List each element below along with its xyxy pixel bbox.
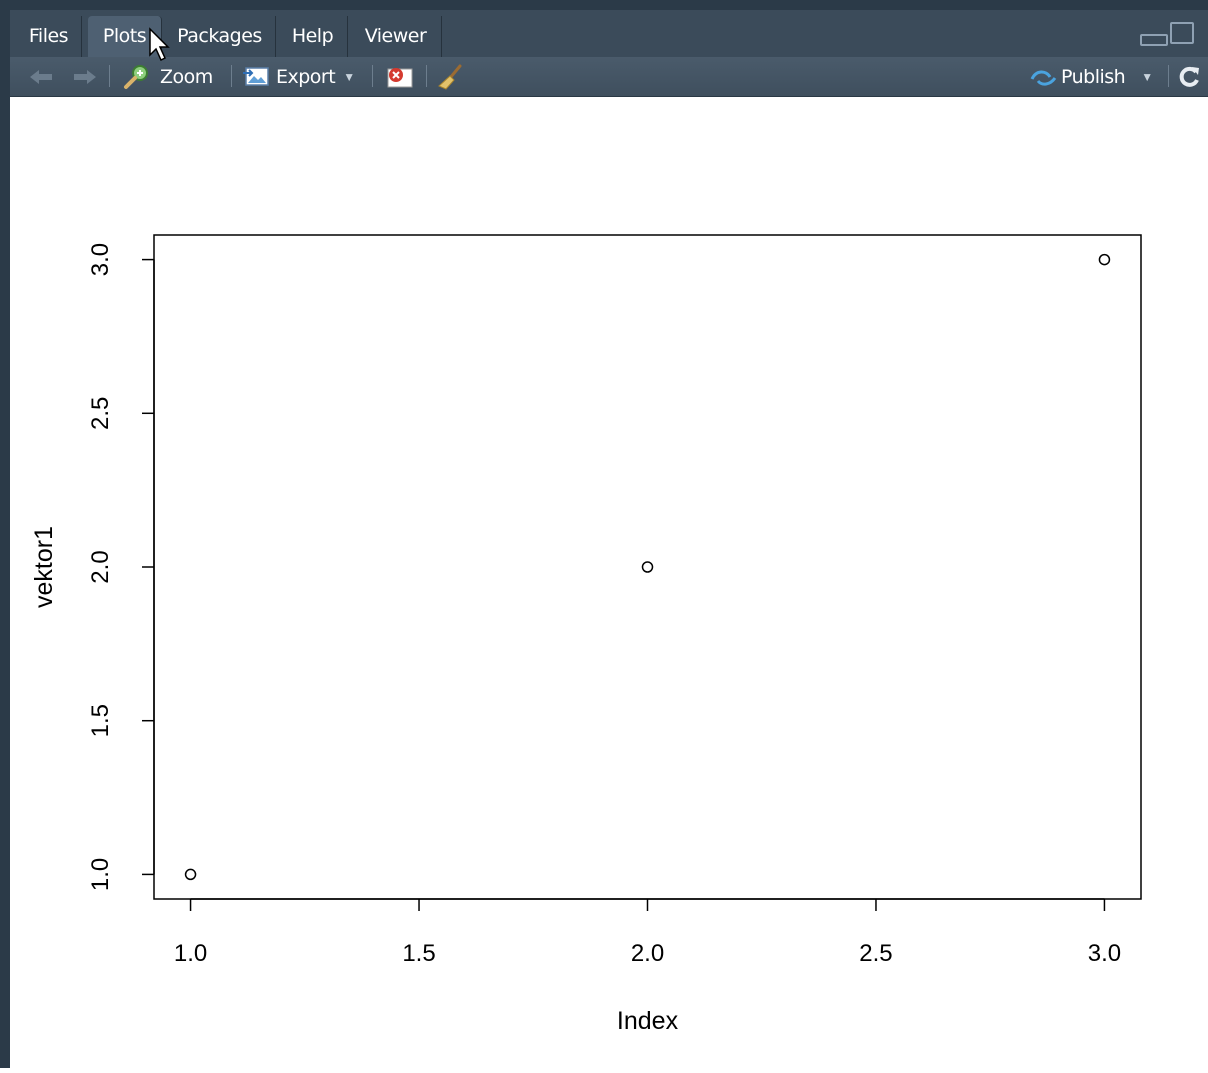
y-axis-label: vektor1 — [30, 526, 58, 608]
tab-packages-label: Packages — [177, 25, 262, 47]
pane-border — [0, 0, 10, 1068]
y-tick-label: 2.5 — [87, 397, 114, 430]
tab-files[interactable]: Files — [16, 16, 82, 57]
y-tick-label: 3.0 — [87, 243, 114, 276]
tab-viewer-label: Viewer — [364, 25, 427, 47]
x-tick-label: 3.0 — [1088, 940, 1121, 967]
mouse-cursor-icon — [149, 27, 170, 62]
x-axis-label: Index — [617, 1007, 679, 1035]
x-tick-label: 1.0 — [174, 940, 207, 967]
data-point — [184, 868, 197, 881]
remove-plot-icon — [387, 68, 413, 88]
y-tick-label: 1.0 — [87, 858, 114, 891]
pane-tabbar: Files Plots Packages Help Viewer — [10, 0, 1208, 57]
toolbar-separator — [372, 65, 373, 87]
tab-viewer[interactable]: Viewer — [350, 16, 442, 57]
zoom-label: Zoom — [160, 66, 213, 88]
forward-button[interactable] — [72, 57, 98, 97]
arrow-left-icon — [30, 70, 52, 84]
toolbar-separator — [109, 65, 110, 87]
tab-help-label: Help — [291, 25, 334, 47]
remove-plot-button[interactable] — [385, 57, 415, 97]
plot-viewer: 1.0 1.5 2.0 2.5 3.0 1.0 1.5 2.0 2.5 3.0 Index ve… — [10, 97, 1208, 1068]
plots-toolbar: Zoom Export ▼ Publish ▼ — [10, 57, 1208, 97]
clear-plots-button[interactable] — [436, 57, 464, 97]
maximize-button[interactable] — [1170, 22, 1194, 44]
scatter-plot: 1.0 1.5 2.0 2.5 3.0 1.0 1.5 2.0 2.5 3.0 Index ve… — [30, 234, 1142, 1035]
minimize-button[interactable] — [1140, 34, 1168, 46]
refresh-button[interactable] — [1178, 57, 1202, 97]
x-tick-label: 1.5 — [402, 940, 435, 967]
export-label: Export — [276, 66, 336, 88]
publish-label: Publish — [1061, 66, 1126, 88]
plot-box — [153, 234, 1142, 900]
publish-dropdown-icon: ▼ — [1141, 70, 1154, 84]
y-axis: 1.0 1.5 2.0 2.5 3.0 — [87, 243, 155, 891]
x-tick-label: 2.0 — [631, 940, 664, 967]
y-tick-label: 1.5 — [87, 704, 114, 737]
zoom-icon — [124, 65, 148, 89]
x-axis: 1.0 1.5 2.0 2.5 3.0 — [174, 898, 1121, 967]
publish-button[interactable]: Publish ▼ — [1028, 57, 1153, 97]
tab-help[interactable]: Help — [278, 16, 348, 57]
data-point — [1098, 253, 1111, 266]
refresh-icon — [1179, 66, 1199, 87]
toolbar-separator — [231, 65, 232, 87]
broom-icon — [438, 64, 462, 90]
tab-packages[interactable]: Packages — [164, 16, 276, 57]
x-tick-label: 2.5 — [859, 940, 892, 967]
window-controls — [1140, 22, 1200, 52]
publish-icon — [1030, 70, 1057, 86]
data-point — [641, 561, 654, 573]
zoom-button[interactable]: Zoom — [122, 57, 213, 97]
tab-files-label: Files — [28, 25, 69, 47]
export-dropdown-icon: ▼ — [343, 70, 356, 84]
back-button[interactable] — [28, 57, 54, 97]
y-tick-label: 2.0 — [87, 550, 114, 583]
export-image-icon — [243, 67, 269, 86]
toolbar-separator — [426, 65, 427, 87]
tab-plots-label: Plots — [102, 25, 147, 47]
export-button[interactable]: Export ▼ — [242, 57, 355, 97]
toolbar-separator — [1168, 65, 1169, 87]
data-points — [184, 253, 1111, 881]
arrow-right-icon — [74, 70, 96, 84]
